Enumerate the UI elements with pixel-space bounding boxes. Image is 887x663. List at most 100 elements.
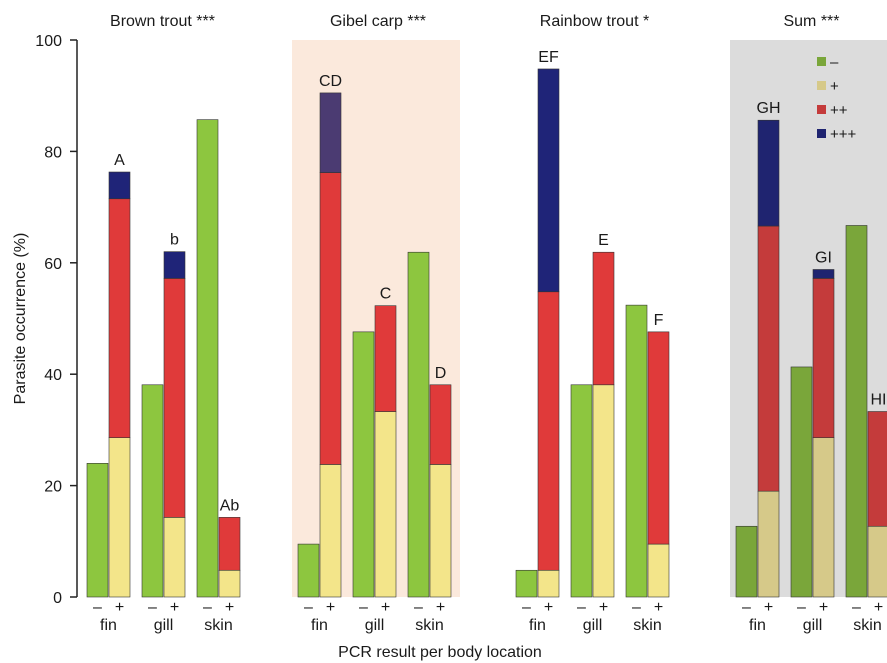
bar-minus-skin xyxy=(407,251,430,598)
significance-letter: b xyxy=(170,232,179,249)
pcr-minus-label: – xyxy=(577,599,586,616)
pcr-minus-label: – xyxy=(797,599,806,616)
location-label: gill xyxy=(583,617,603,634)
bar-plus-plus-skin xyxy=(867,525,887,598)
legend-swatch-plus xyxy=(817,81,826,90)
bar-plus-plus-gill xyxy=(812,437,835,598)
bar-plus-plus2-fin xyxy=(757,225,780,492)
significance-letter: A xyxy=(114,152,125,169)
location-label: fin xyxy=(311,617,328,634)
bar-plus-plus-skin xyxy=(647,543,670,598)
y-tick-label: 100 xyxy=(35,33,62,50)
legend-swatch-plus3 xyxy=(817,129,826,138)
pcr-minus-label: – xyxy=(632,599,641,616)
pcr-minus-label: – xyxy=(852,599,861,616)
panel-title: Rainbow trout * xyxy=(540,13,649,30)
bar-plus-plus2-gill xyxy=(163,278,186,518)
pcr-minus-label: – xyxy=(148,599,157,616)
pcr-minus-label: – xyxy=(304,599,313,616)
significance-letter: GH xyxy=(757,100,781,117)
location-label: fin xyxy=(529,617,546,634)
bar-plus-plus-gill xyxy=(592,384,615,598)
location-label: fin xyxy=(749,617,766,634)
bar-plus-plus2-skin xyxy=(867,411,887,527)
pcr-plus-label: + xyxy=(544,599,553,616)
legend-swatch-minus xyxy=(817,57,826,66)
bar-plus-plus2-gill xyxy=(374,305,397,412)
pcr-plus-label: + xyxy=(436,599,445,616)
bar-plus-plus-gill xyxy=(163,517,186,598)
pcr-minus-label: – xyxy=(742,599,751,616)
bar-plus-plus3-fin xyxy=(319,92,342,173)
panel-title: Brown trout *** xyxy=(110,13,215,30)
y-tick-label: 60 xyxy=(44,256,62,273)
pcr-minus-label: – xyxy=(414,599,423,616)
bar-minus-skin xyxy=(845,225,868,598)
bar-minus-skin xyxy=(625,304,648,598)
location-label: skin xyxy=(853,617,881,634)
bar-plus-plus3-fin xyxy=(108,171,131,200)
significance-letter: CD xyxy=(319,73,342,90)
bar-plus-plus3-gill xyxy=(163,251,186,279)
pcr-plus-label: + xyxy=(170,599,179,616)
bar-plus-plus2-skin xyxy=(429,384,452,465)
y-tick-label: 40 xyxy=(44,367,62,384)
y-tick-label: 20 xyxy=(44,479,62,496)
y-tick-label: 80 xyxy=(44,144,62,161)
bar-plus-plus2-skin xyxy=(218,517,241,571)
pcr-plus-label: + xyxy=(225,599,234,616)
significance-letter: EF xyxy=(538,49,559,66)
significance-letter: E xyxy=(598,232,609,249)
pcr-plus-label: + xyxy=(654,599,663,616)
pcr-plus-label: + xyxy=(326,599,335,616)
y-tick-label: 0 xyxy=(53,590,62,607)
pcr-minus-label: – xyxy=(203,599,212,616)
significance-letter: Ab xyxy=(220,497,240,514)
pcr-plus-label: + xyxy=(599,599,608,616)
panel-title: Sum *** xyxy=(783,13,839,30)
location-label: skin xyxy=(415,617,443,634)
location-label: gill xyxy=(803,617,823,634)
bar-plus-plus-fin xyxy=(319,464,342,598)
location-label: skin xyxy=(204,617,232,634)
bar-minus-gill xyxy=(570,384,593,598)
bar-minus-fin xyxy=(515,569,538,598)
bar-plus-plus3-fin xyxy=(537,68,560,293)
bar-minus-fin xyxy=(735,525,758,598)
bar-minus-fin xyxy=(297,543,320,598)
pcr-minus-label: – xyxy=(522,599,531,616)
bar-minus-fin xyxy=(86,463,109,598)
pcr-minus-label: – xyxy=(93,599,102,616)
location-label: fin xyxy=(100,617,117,634)
legend-label-plus: + xyxy=(830,78,839,95)
legend-swatch-plus2 xyxy=(817,105,826,114)
significance-letter: C xyxy=(380,286,392,303)
pcr-minus-label: – xyxy=(359,599,368,616)
bar-plus-plus-gill xyxy=(374,411,397,598)
bar-minus-gill xyxy=(352,331,375,598)
bar-minus-skin xyxy=(196,119,219,598)
bar-plus-plus2-fin xyxy=(537,291,560,571)
bar-plus-plus3-fin xyxy=(757,119,780,227)
location-label: skin xyxy=(633,617,661,634)
bar-plus-plus2-gill xyxy=(812,278,835,438)
legend-label-plus2: ++ xyxy=(830,102,848,119)
pcr-plus-label: + xyxy=(819,599,828,616)
bar-plus-plus3-gill xyxy=(812,269,835,279)
bar-plus-plus2-fin xyxy=(108,198,131,438)
significance-letter: GI xyxy=(815,249,832,266)
pcr-plus-label: + xyxy=(874,599,883,616)
significance-letter: HI xyxy=(871,392,887,409)
bar-plus-plus2-skin xyxy=(647,331,670,545)
legend-label-minus: – xyxy=(830,54,839,71)
y-axis-label: Parasite occurrence (%) xyxy=(12,233,29,405)
bar-minus-gill xyxy=(790,366,813,598)
bar-plus-plus-fin xyxy=(757,490,780,598)
bar-minus-gill xyxy=(141,384,164,598)
legend-label-plus3: +++ xyxy=(830,126,857,143)
significance-letter: D xyxy=(435,365,447,382)
significance-letter: F xyxy=(654,312,664,329)
bar-plus-plus2-fin xyxy=(319,172,342,465)
pcr-plus-label: + xyxy=(764,599,773,616)
